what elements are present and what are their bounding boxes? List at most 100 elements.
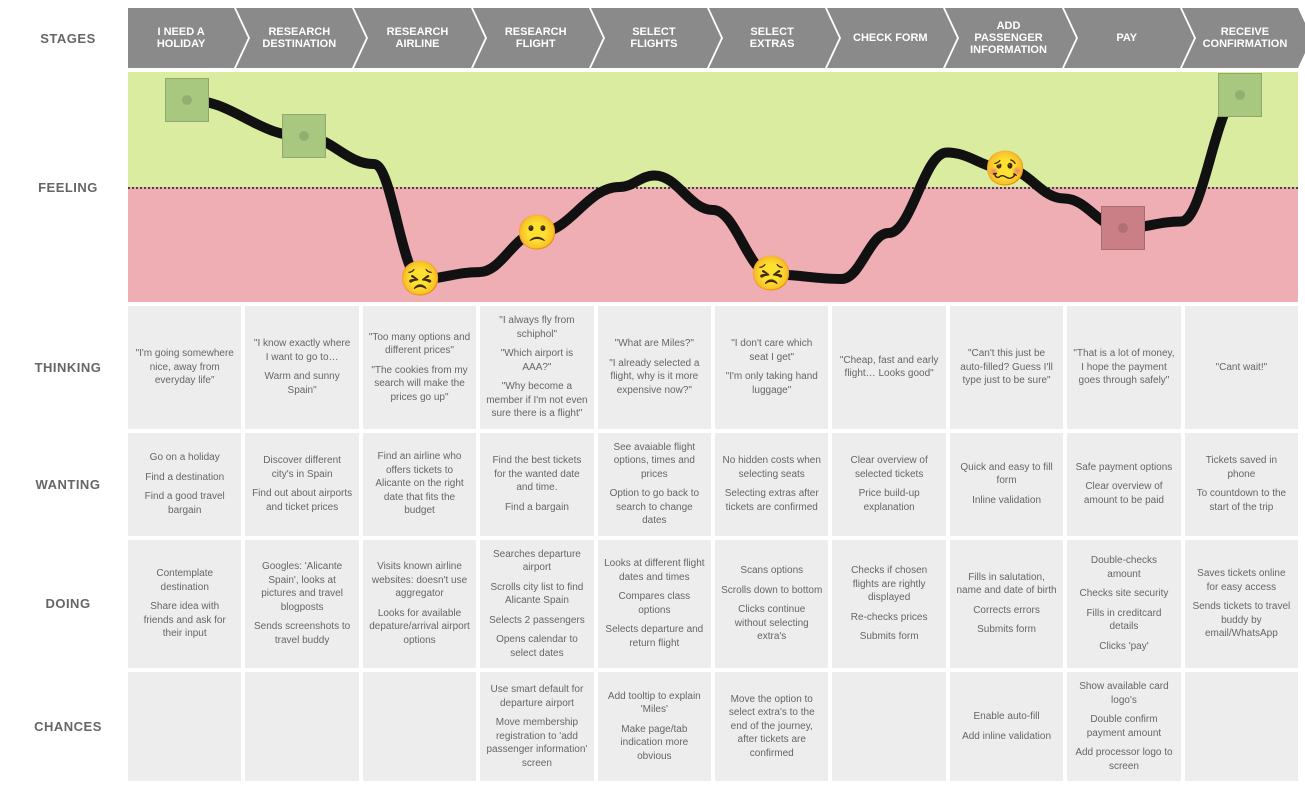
feeling-marker-emoji: 😣 bbox=[399, 262, 441, 296]
wanting-cell: Safe payment options Clear overview of am… bbox=[1067, 433, 1180, 536]
thinking-text: "Too many options and different prices" bbox=[369, 331, 470, 358]
doing-text: Submits form bbox=[838, 630, 939, 644]
doing-text: Scans options bbox=[721, 564, 822, 578]
doing-text: Looks for available depature/arrival air… bbox=[369, 607, 470, 648]
feeling-row: FEELING 😣🙁😣🥴 bbox=[8, 72, 1298, 302]
chances-text: Enable auto-fill bbox=[956, 710, 1057, 724]
chances-text: Add tooltip to explain 'Miles' bbox=[604, 690, 705, 717]
chances-text: Move membership registration to 'add pas… bbox=[486, 716, 587, 770]
thinking-cell: "I don't care which seat I get""I'm only… bbox=[715, 306, 828, 429]
stages-chevrons: I NEED A HOLIDAYRESEARCH DESTINATIONRESE… bbox=[128, 8, 1298, 68]
thinking-text: "I don't care which seat I get" bbox=[721, 337, 822, 364]
thinking-cell: "That is a lot of money, I hope the paym… bbox=[1067, 306, 1180, 429]
wanting-text: Find a destination bbox=[134, 471, 235, 485]
doing-text: Checks site security bbox=[1073, 587, 1174, 601]
doing-cell: Saves tickets online for easy accessSend… bbox=[1185, 540, 1298, 669]
chances-cell: Use smart default for departure airport M… bbox=[480, 672, 593, 781]
feeling-marker-box bbox=[165, 78, 209, 122]
wanting-text: Clear overview of amount to be paid bbox=[1073, 480, 1174, 507]
thinking-text: "That is a lot of money, I hope the paym… bbox=[1073, 347, 1174, 388]
wanting-text: To countdown to the start of the trip bbox=[1191, 487, 1292, 514]
doing-cell: Visits known airline websites: doesn't u… bbox=[363, 540, 476, 669]
feeling-curve bbox=[128, 72, 1298, 302]
chances-cell bbox=[245, 672, 358, 781]
wanting-row: WANTING Go on a holidayFind a destinatio… bbox=[8, 433, 1298, 536]
doing-text: Clicks 'pay' bbox=[1073, 640, 1174, 654]
wanting-text: Safe payment options bbox=[1073, 461, 1174, 475]
thinking-text: "I always fly from schiphol" bbox=[486, 314, 587, 341]
stage-chevron: SELECT EXTRAS bbox=[709, 8, 825, 68]
thinking-text: "I already selected a flight, why is it … bbox=[604, 357, 705, 398]
wanting-text: Quick and easy to fill form bbox=[956, 461, 1057, 488]
wanting-cell: Go on a holidayFind a destinationFind a … bbox=[128, 433, 241, 536]
stage-chevron: I NEED A HOLIDAY bbox=[128, 8, 234, 68]
feeling-marker-emoji: 😣 bbox=[750, 257, 792, 291]
doing-text: Re-checks prices bbox=[838, 611, 939, 625]
feeling-marker-box bbox=[282, 114, 326, 158]
thinking-cell: "Cant wait!" bbox=[1185, 306, 1298, 429]
feeling-marker-box bbox=[1218, 73, 1262, 117]
doing-text: Clicks continue without selecting extra'… bbox=[721, 603, 822, 644]
feeling-marker-box bbox=[1101, 206, 1145, 250]
stage-chevron: ADD PASSENGER INFORMATION bbox=[945, 8, 1061, 68]
wanting-cells: Go on a holidayFind a destinationFind a … bbox=[128, 433, 1298, 536]
wanting-text: Find an airline who offers tickets to Al… bbox=[369, 450, 470, 518]
doing-cell: Fills in salutation, name and date of bi… bbox=[950, 540, 1063, 669]
wanting-cell: Discover different city's in SpainFind o… bbox=[245, 433, 358, 536]
thinking-text: "Which airport is AAA?" bbox=[486, 347, 587, 374]
doing-text: Contemplate destination bbox=[134, 567, 235, 594]
feeling-marker-emoji: 🙁 bbox=[516, 216, 558, 250]
chances-cell: Move the option to select extra's to the… bbox=[715, 672, 828, 781]
chances-text: Add processor logo to screen bbox=[1073, 746, 1174, 773]
doing-cell: Looks at different flight dates and time… bbox=[598, 540, 711, 669]
thinking-text: "Why become a member if I'm not even sur… bbox=[486, 380, 587, 421]
wanting-cell: Find an airline who offers tickets to Al… bbox=[363, 433, 476, 536]
thinking-text: "Cheap, fast and early flight… Looks goo… bbox=[838, 354, 939, 381]
doing-cell: Searches departure airport Scrolls city l… bbox=[480, 540, 593, 669]
stage-chevron: SELECT FLIGHTS bbox=[591, 8, 707, 68]
doing-text: Opens calendar to select dates bbox=[486, 633, 587, 660]
stages-row: STAGES I NEED A HOLIDAYRESEARCH DESTINAT… bbox=[8, 8, 1298, 68]
chances-cell bbox=[1185, 672, 1298, 781]
thinking-text: "The cookies from my search will make th… bbox=[369, 364, 470, 405]
doing-text: Fills in creditcard details bbox=[1073, 607, 1174, 634]
wanting-text: Find a bargain bbox=[486, 501, 587, 515]
chances-text: Use smart default for departure airport bbox=[486, 683, 587, 710]
wanting-text: Clear overview of selected tickets bbox=[838, 454, 939, 481]
doing-text: Corrects errors bbox=[956, 604, 1057, 618]
doing-text: Sends screenshots to travel buddy bbox=[251, 620, 352, 647]
doing-text: Double-checks amount bbox=[1073, 554, 1174, 581]
chances-text: Show available card logo's bbox=[1073, 680, 1174, 707]
chances-cell bbox=[363, 672, 476, 781]
doing-text: Visits known airline websites: doesn't u… bbox=[369, 560, 470, 601]
doing-text: Scrolls city list to find Alicante Spain bbox=[486, 581, 587, 608]
feeling-label: FEELING bbox=[8, 72, 128, 302]
chances-cell bbox=[832, 672, 945, 781]
thinking-text: "I'm going somewhere nice, away from eve… bbox=[134, 347, 235, 388]
thinking-cell: "I always fly from schiphol" "Which airpo… bbox=[480, 306, 593, 429]
wanting-text: No hidden costs when selecting seats bbox=[721, 454, 822, 481]
chances-text: Move the option to select extra's to the… bbox=[721, 693, 822, 761]
doing-cell: Checks if chosen flights are rightly dis… bbox=[832, 540, 945, 669]
thinking-text: "I know exactly where I want to go to… bbox=[251, 337, 352, 364]
doing-text: Saves tickets online for easy access bbox=[1191, 567, 1292, 594]
doing-label: DOING bbox=[8, 540, 128, 669]
wanting-text: Find a good travel bargain bbox=[134, 490, 235, 517]
doing-text: Searches departure airport bbox=[486, 548, 587, 575]
chances-text: Add inline validation bbox=[956, 730, 1057, 744]
feeling-swimlane: 😣🙁😣🥴 bbox=[128, 72, 1298, 302]
chances-cell: Add tooltip to explain 'Miles' Make page/… bbox=[598, 672, 711, 781]
doing-cell: Scans optionsScrolls down to bottomClick… bbox=[715, 540, 828, 669]
wanting-text: Inline validation bbox=[956, 494, 1057, 508]
thinking-text: "Can't this just be auto-filled? Guess I… bbox=[956, 347, 1057, 388]
wanting-text: Tickets saved in phone bbox=[1191, 454, 1292, 481]
doing-text: Submits form bbox=[956, 623, 1057, 637]
wanting-text: Option to go back to search to change da… bbox=[604, 487, 705, 528]
chances-cell: Show available card logo'sDouble confirm… bbox=[1067, 672, 1180, 781]
thinking-cell: "I'm going somewhere nice, away from eve… bbox=[128, 306, 241, 429]
chances-text: Make page/tab indication more obvious bbox=[604, 723, 705, 764]
doing-text: Compares class options bbox=[604, 590, 705, 617]
doing-text: Looks at different flight dates and time… bbox=[604, 557, 705, 584]
chances-cell bbox=[128, 672, 241, 781]
wanting-cell: Tickets saved in phone To countdown to th… bbox=[1185, 433, 1298, 536]
